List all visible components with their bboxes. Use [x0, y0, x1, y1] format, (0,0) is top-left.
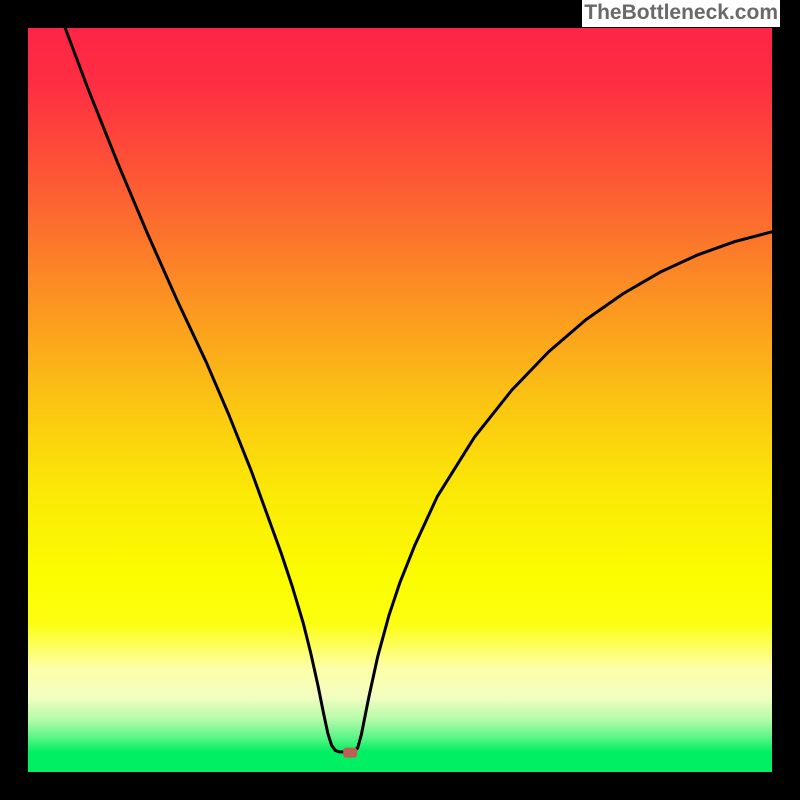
plot-svg	[28, 28, 772, 772]
watermark-text: TheBottleneck.com	[582, 0, 780, 27]
gradient-background	[28, 28, 772, 772]
chart-frame: TheBottleneck.com	[0, 0, 800, 800]
optimal-point-marker	[343, 748, 357, 758]
plot-area	[28, 28, 772, 772]
